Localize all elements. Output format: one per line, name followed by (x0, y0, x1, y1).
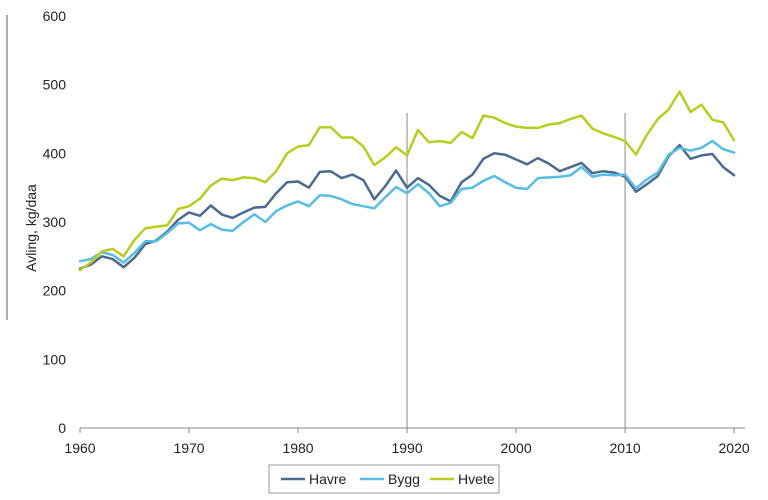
y-tick-label: 600 (43, 8, 67, 24)
legend-label-hvete: Hvete (458, 471, 495, 487)
legend-label-havre: Havre (309, 471, 347, 487)
series-line-havre (78, 143, 736, 270)
y-tick-label: 0 (58, 420, 66, 436)
legend-label-bygg: Bygg (388, 471, 420, 487)
legend: Havre Bygg Hvete (268, 464, 500, 494)
y-tick-label: 500 (43, 77, 67, 93)
series-line-hvete (78, 90, 736, 272)
y-tick-label: 300 (43, 214, 67, 230)
vertical-markers (406, 113, 626, 428)
x-tick-label: 1990 (391, 440, 422, 456)
y-tick-label: 200 (43, 283, 67, 299)
x-axis-ticks: 1960 1970 1980 1990 2000 2010 2020 (64, 428, 750, 456)
series-lines (78, 90, 736, 272)
y-axis-ticks: 0 100 200 300 400 500 600 (43, 8, 67, 436)
series-line-bygg (78, 139, 736, 264)
x-tick-label: 1970 (173, 440, 204, 456)
y-tick-label: 400 (43, 145, 67, 161)
x-tick-label: 1960 (64, 440, 95, 456)
x-tick-label: 1980 (282, 440, 313, 456)
x-tick-label: 2020 (719, 440, 750, 456)
x-tick-label: 2010 (610, 440, 641, 456)
y-axis-label: Avling, kg/daa (23, 184, 39, 272)
x-tick-label: 2000 (500, 440, 531, 456)
y-tick-label: 100 (43, 351, 67, 367)
